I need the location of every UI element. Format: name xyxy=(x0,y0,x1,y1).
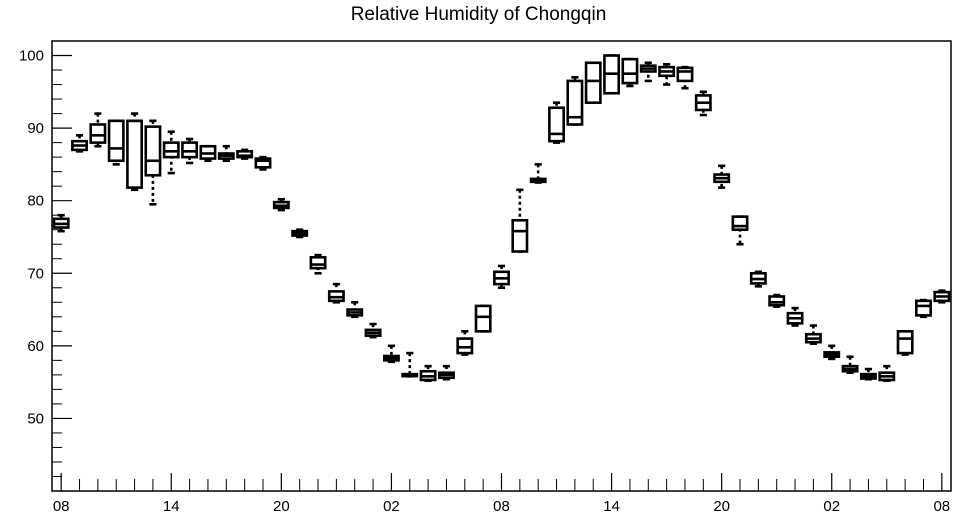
axis-ticks: 50 60 70 80 90 100 08 14 20 02 08 14 20 02 08 xyxy=(19,40,950,515)
y-tick-label: 70 xyxy=(27,265,44,282)
box-body xyxy=(896,330,914,355)
box-body xyxy=(548,106,565,143)
box-body xyxy=(731,215,749,232)
box-body xyxy=(236,150,254,159)
box xyxy=(566,75,584,126)
x-tick-label: 08 xyxy=(53,498,70,515)
box xyxy=(419,364,437,382)
box xyxy=(181,137,199,165)
box xyxy=(107,119,125,166)
box xyxy=(199,144,217,163)
x-tick-label: 02 xyxy=(383,498,400,515)
box xyxy=(291,228,309,239)
box xyxy=(933,289,951,304)
box xyxy=(438,364,455,381)
box xyxy=(327,282,345,304)
box xyxy=(364,322,382,339)
box xyxy=(768,293,786,308)
box xyxy=(511,188,529,253)
box xyxy=(346,300,364,319)
box xyxy=(731,215,749,246)
box xyxy=(658,62,676,86)
box xyxy=(71,134,88,153)
box xyxy=(493,264,510,290)
box-body xyxy=(181,141,199,159)
box xyxy=(529,163,547,184)
box-body xyxy=(144,125,162,177)
box xyxy=(621,57,639,88)
x-tick-label: 02 xyxy=(823,498,840,515)
box xyxy=(639,61,657,83)
box xyxy=(456,330,474,356)
box xyxy=(786,306,804,327)
x-tick-label: 08 xyxy=(933,498,950,515)
box xyxy=(236,148,254,160)
box xyxy=(823,344,841,361)
box xyxy=(694,90,712,117)
box-series xyxy=(52,54,951,382)
y-tick-label: 90 xyxy=(27,120,44,137)
box xyxy=(272,197,290,212)
box-body xyxy=(254,157,272,169)
box xyxy=(309,253,327,275)
box xyxy=(548,101,565,144)
chart-title: Relative Humidity of Chongqin xyxy=(350,4,607,25)
box xyxy=(126,112,144,192)
box xyxy=(841,355,859,374)
box-body xyxy=(162,141,180,159)
box xyxy=(144,119,162,206)
y-tick-label: 80 xyxy=(27,193,44,210)
box-body xyxy=(915,299,932,317)
box xyxy=(676,65,694,90)
box xyxy=(915,298,932,319)
box-body xyxy=(584,61,602,104)
x-tick-label: 14 xyxy=(163,498,180,515)
box xyxy=(713,164,731,189)
box xyxy=(89,112,107,148)
box-body xyxy=(768,295,786,307)
y-tick-label: 60 xyxy=(27,338,44,355)
x-tick-label: 14 xyxy=(603,498,620,515)
box-body xyxy=(676,66,694,83)
box-body xyxy=(511,218,529,253)
box xyxy=(603,54,621,95)
box-body xyxy=(566,79,584,126)
x-tick-label: 20 xyxy=(713,498,730,515)
box xyxy=(401,351,419,378)
box xyxy=(382,344,400,364)
box xyxy=(254,155,272,171)
box xyxy=(52,213,70,233)
x-tick-label: 20 xyxy=(273,498,290,515)
box xyxy=(474,304,492,333)
box xyxy=(584,61,602,104)
box-body xyxy=(107,119,125,163)
box xyxy=(749,270,767,288)
box xyxy=(217,144,235,163)
box xyxy=(878,364,896,382)
box-body xyxy=(456,337,474,355)
y-tick-label: 100 xyxy=(19,48,44,65)
box-body xyxy=(126,119,144,189)
box xyxy=(896,330,914,356)
box-body xyxy=(474,304,492,333)
box xyxy=(804,324,822,345)
box xyxy=(162,130,180,175)
box-body xyxy=(309,255,327,270)
box-body xyxy=(89,123,107,144)
x-tick-label: 08 xyxy=(493,498,510,515)
box xyxy=(859,367,877,381)
y-tick-label: 50 xyxy=(27,410,44,427)
box-body xyxy=(621,57,639,85)
